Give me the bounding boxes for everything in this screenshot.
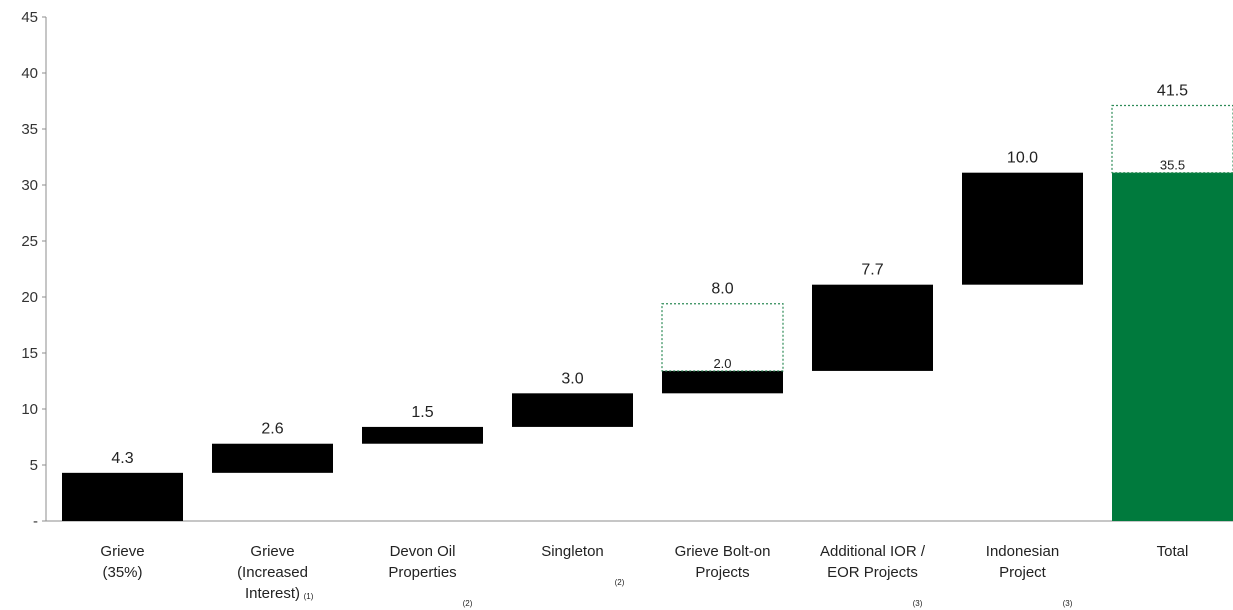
category-label: Grieve bbox=[100, 543, 144, 560]
bar-layer bbox=[62, 104, 1233, 521]
data-label: 2.6 bbox=[261, 421, 283, 438]
category-label: Total bbox=[1157, 543, 1189, 560]
y-tick-label: 45 bbox=[21, 9, 38, 26]
bar bbox=[1112, 172, 1233, 521]
data-label: 3.0 bbox=[561, 370, 583, 387]
bar bbox=[62, 472, 183, 521]
y-tick-label: 20 bbox=[21, 289, 38, 306]
category-footnote: (3) bbox=[1063, 599, 1073, 608]
category-label: Additional IOR / bbox=[820, 543, 926, 560]
category-footnote: (3) bbox=[913, 599, 923, 608]
category-label: Projects bbox=[695, 564, 749, 581]
data-label: 7.7 bbox=[861, 262, 883, 279]
y-tick-label: - bbox=[33, 513, 38, 530]
category-label: Indonesian bbox=[986, 543, 1059, 560]
bar bbox=[362, 426, 483, 444]
bar bbox=[812, 284, 933, 371]
label-layer: 4.3 2.6 1.5 3.0 2.0 8.0 7.7 10.0 35.5 41.5 Grieve (… bbox=[100, 82, 1188, 608]
category-label: Properties bbox=[388, 564, 456, 581]
category-label: Devon Oil bbox=[390, 543, 456, 560]
y-tick-label: 15 bbox=[21, 345, 38, 362]
y-tick-label: 25 bbox=[21, 233, 38, 250]
category-label: Project bbox=[999, 564, 1047, 581]
y-tick-label: 30 bbox=[21, 177, 38, 194]
category-footnote: (2) bbox=[615, 578, 625, 587]
bar bbox=[512, 393, 633, 427]
data-label: 4.3 bbox=[111, 450, 133, 467]
category-footnote: (1) bbox=[304, 592, 314, 601]
data-label: 35.5 bbox=[1160, 158, 1185, 173]
category-label: Interest) bbox=[245, 585, 300, 602]
y-tick-label: 5 bbox=[30, 457, 38, 474]
category-label: Grieve Bolt-on bbox=[675, 543, 771, 560]
category-label: (35%) bbox=[102, 564, 142, 581]
data-label: 41.5 bbox=[1157, 82, 1188, 99]
bar-dashed-extension bbox=[1111, 104, 1233, 174]
bar-dashed-extension bbox=[661, 303, 784, 372]
data-label: 10.0 bbox=[1007, 150, 1038, 167]
data-label: 2.0 bbox=[713, 356, 731, 371]
category-label: (Increased bbox=[237, 564, 308, 581]
category-footnote: (2) bbox=[463, 599, 473, 608]
bar bbox=[962, 172, 1083, 285]
y-tick-label: 10 bbox=[21, 401, 38, 418]
y-tick-label: 35 bbox=[21, 121, 38, 138]
bar bbox=[212, 443, 333, 473]
category-label: Grieve bbox=[250, 543, 294, 560]
bar bbox=[662, 370, 783, 394]
category-label: Singleton bbox=[541, 543, 604, 560]
category-label: EOR Projects bbox=[827, 564, 918, 581]
data-label: 8.0 bbox=[711, 281, 733, 298]
data-label: 1.5 bbox=[411, 404, 433, 421]
y-tick-label: 40 bbox=[21, 65, 38, 82]
axis-layer: - 5 10 15 20 25 30 35 40 45 bbox=[21, 9, 1233, 530]
